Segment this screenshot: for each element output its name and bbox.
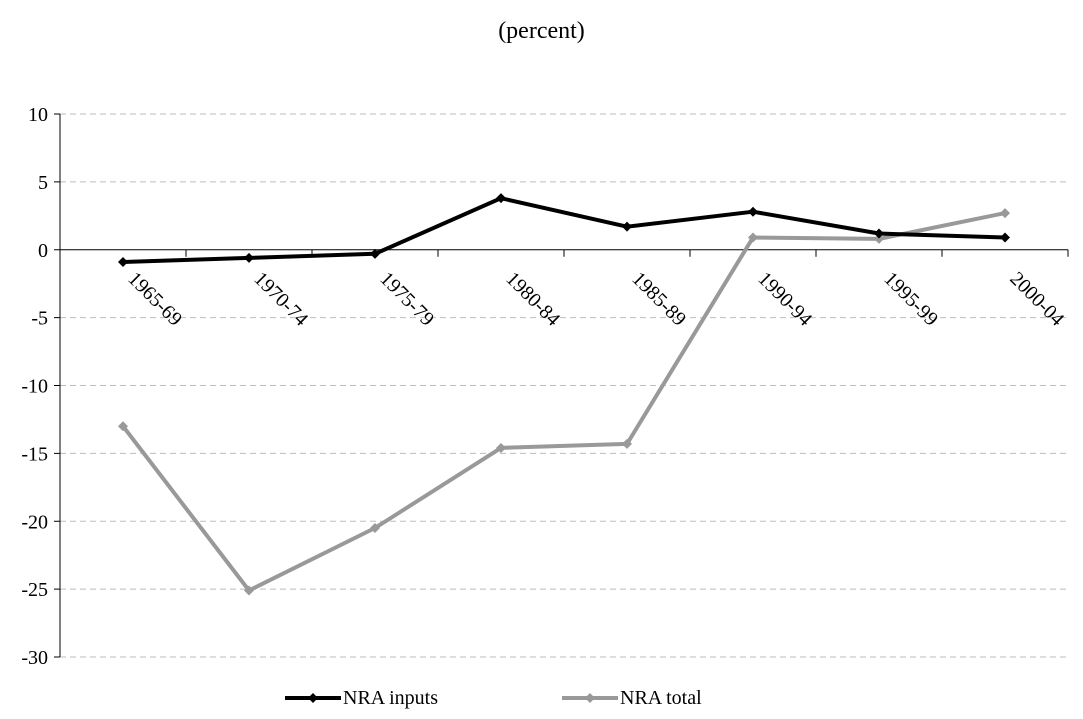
y-tick-label: -10 (21, 376, 48, 398)
data-point (370, 523, 380, 534)
x-tick-label: 1975-79 (375, 268, 438, 331)
data-point (622, 438, 632, 449)
y-tick-label: -25 (21, 579, 48, 601)
series-layer (118, 193, 1010, 596)
legend-marker (585, 693, 595, 703)
x-tick-label: 1970-74 (249, 268, 312, 331)
y-tick-label: 10 (28, 104, 48, 126)
x-tick-label: 1985-89 (627, 268, 690, 331)
gridlines (60, 113, 1068, 658)
legend-label: NRA total (620, 687, 702, 709)
data-point (118, 256, 128, 267)
data-point (496, 193, 506, 204)
x-tick-label: 1995-99 (879, 268, 942, 331)
legend-marker (308, 693, 318, 703)
data-point (1000, 208, 1010, 219)
data-point (874, 233, 884, 244)
y-tick-label: -20 (21, 511, 48, 533)
y-tick-label: -15 (21, 443, 48, 465)
y-tick-label: -5 (31, 308, 48, 330)
x-tick-label: 1980-84 (501, 268, 564, 331)
data-point (244, 252, 254, 263)
data-point (748, 232, 758, 243)
series-line (121, 211, 1006, 593)
data-point (874, 228, 884, 239)
y-tick-label: 0 (38, 240, 48, 262)
x-tick-label: 2000-04 (1005, 268, 1068, 331)
data-point (370, 248, 380, 259)
axes: 10 5 0 -5 -10 -15 -20 -25 -30 1965-69 1970-74 1975-… (21, 104, 1069, 669)
legend-label: NRA inputs (343, 687, 438, 709)
data-point (496, 442, 506, 453)
data-point (1000, 232, 1010, 243)
data-point (244, 585, 254, 596)
legend: NRA inputs NRA total (285, 687, 702, 709)
series-line (122, 196, 1006, 264)
data-point (748, 206, 758, 217)
data-point (622, 221, 632, 232)
data-point (118, 421, 128, 432)
y-tick-label: 5 (38, 172, 48, 194)
y-tick-label: -30 (21, 647, 48, 669)
x-tick-label: 1965-69 (123, 268, 186, 331)
x-tick-label: 1990-94 (753, 268, 816, 331)
chart-title: (percent) (498, 18, 585, 44)
